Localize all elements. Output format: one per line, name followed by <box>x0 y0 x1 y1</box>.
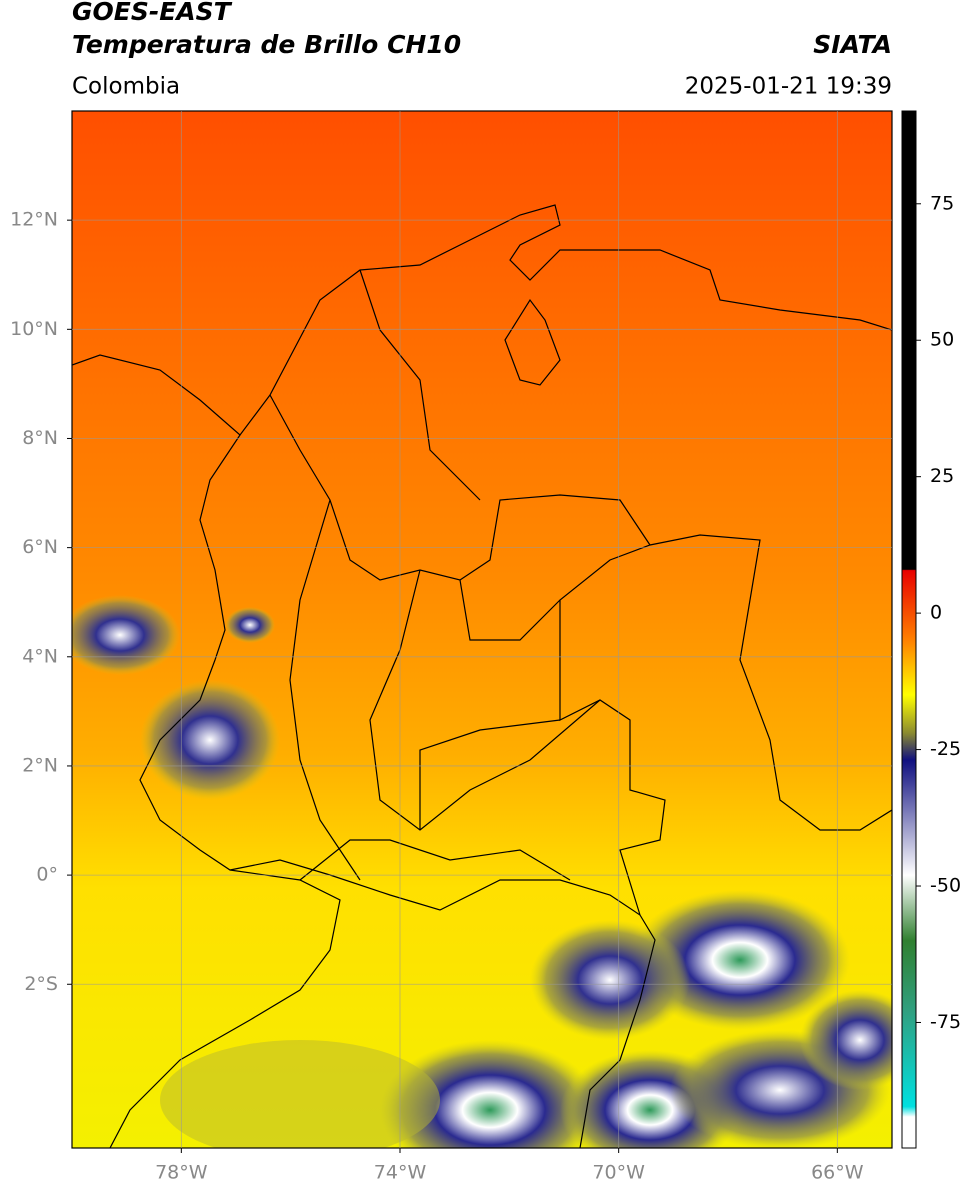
y-tick-label: 8°N <box>22 427 58 449</box>
colorbar <box>901 110 917 1149</box>
x-tick-label: 78°W <box>155 1162 208 1184</box>
colorbar-tick-label: 50 <box>930 329 954 351</box>
y-tick-label: 10°N <box>10 318 58 340</box>
y-tick-label: 6°N <box>22 536 58 558</box>
colorbar-tick-label: -25 <box>930 738 961 760</box>
subtitle: Temperatura de Brillo CH10 <box>72 30 461 59</box>
colorbar-tick-label: 75 <box>930 192 954 214</box>
x-tick-label: 66°W <box>811 1162 864 1184</box>
map-image <box>72 111 892 1148</box>
colorbar-tick-label: -75 <box>930 1011 961 1033</box>
x-tick-label: 70°W <box>592 1162 645 1184</box>
y-tick-label: 4°N <box>22 645 58 667</box>
title: GOES-EAST <box>72 0 233 26</box>
colorbar-tick-label: 0 <box>930 602 942 624</box>
colorbar-tick-label: 25 <box>930 465 954 487</box>
y-tick-label: 12°N <box>10 209 58 231</box>
source: SIATA <box>813 30 892 59</box>
datetime: 2025-01-21 19:39 <box>685 74 892 100</box>
y-tick-label: 0° <box>36 864 58 886</box>
y-tick-label: 2°S <box>24 973 58 995</box>
y-tick-label: 2°N <box>22 754 58 776</box>
region: Colombia <box>72 74 180 100</box>
x-tick-label: 74°W <box>374 1162 427 1184</box>
colorbar-tick-label: -50 <box>930 875 961 897</box>
map-frame <box>71 110 893 1149</box>
